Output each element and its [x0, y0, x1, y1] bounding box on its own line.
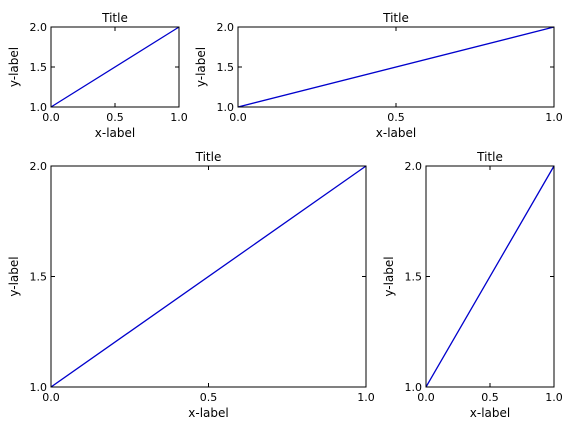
- y-tick-label: 1.0: [30, 101, 48, 114]
- y-tick-label: 1.5: [30, 271, 48, 284]
- x-tick-label: 0.5: [481, 391, 499, 404]
- y-tick-label: 2.0: [217, 21, 235, 34]
- y-tick-label: 1.5: [30, 61, 48, 74]
- x-axis-label: x-label: [470, 406, 510, 420]
- x-tick-label: 1.0: [357, 391, 375, 404]
- subplot-title: Title: [476, 150, 503, 164]
- y-tick-label: 2.0: [30, 160, 48, 173]
- series-line: [237, 26, 555, 108]
- y-tick-label: 1.0: [217, 101, 235, 114]
- y-tick-label: 1.5: [405, 271, 423, 284]
- y-axis-label: y-label: [194, 47, 208, 87]
- x-tick-label: 1.0: [170, 111, 188, 124]
- subplot-title: Title: [195, 150, 222, 164]
- subplot-title: Title: [382, 11, 409, 25]
- x-tick-label: 0.5: [387, 111, 405, 124]
- subplot-1: 0.0 0.5 1.0 1.0 1.5 2.0 Title x-label y-label: [7, 11, 188, 140]
- subplot-2: 0.0 0.5 1.0 1.0 1.5 2.0 Title x-label y-label: [194, 11, 563, 140]
- x-tick-label: 0.0: [42, 111, 60, 124]
- x-tick-label: 0.0: [417, 391, 435, 404]
- y-axis-label: y-label: [382, 256, 396, 296]
- y-axis-label: y-label: [7, 47, 21, 87]
- y-tick-label: 1.5: [217, 61, 235, 74]
- x-tick-label: 1.0: [545, 111, 563, 124]
- subplot-4: 0.0 0.5 1.0 1.0 1.5 2.0 Title x-label y-label: [382, 150, 563, 420]
- y-tick-label: 1.0: [30, 381, 48, 394]
- subplot-title: Title: [101, 11, 128, 25]
- x-tick-label: 0.0: [229, 111, 247, 124]
- y-tick-label: 1.0: [405, 381, 423, 394]
- x-tick-label: 0.0: [42, 391, 60, 404]
- x-tick-label: 1.0: [545, 391, 563, 404]
- y-axis-label: y-label: [7, 256, 21, 296]
- series-line: [425, 165, 555, 388]
- x-tick-label: 0.5: [106, 111, 124, 124]
- x-axis-label: x-label: [376, 126, 416, 140]
- x-axis-label: x-label: [95, 126, 135, 140]
- subplot-3: 0.0 0.5 1.0 1.0 1.5 2.0 Title x-label y-label: [7, 150, 375, 420]
- x-tick-label: 0.5: [200, 391, 218, 404]
- series-line: [50, 165, 367, 388]
- y-tick-label: 2.0: [405, 160, 423, 173]
- y-tick-label: 2.0: [30, 21, 48, 34]
- x-axis-label: x-label: [188, 406, 228, 420]
- series-line: [50, 26, 180, 108]
